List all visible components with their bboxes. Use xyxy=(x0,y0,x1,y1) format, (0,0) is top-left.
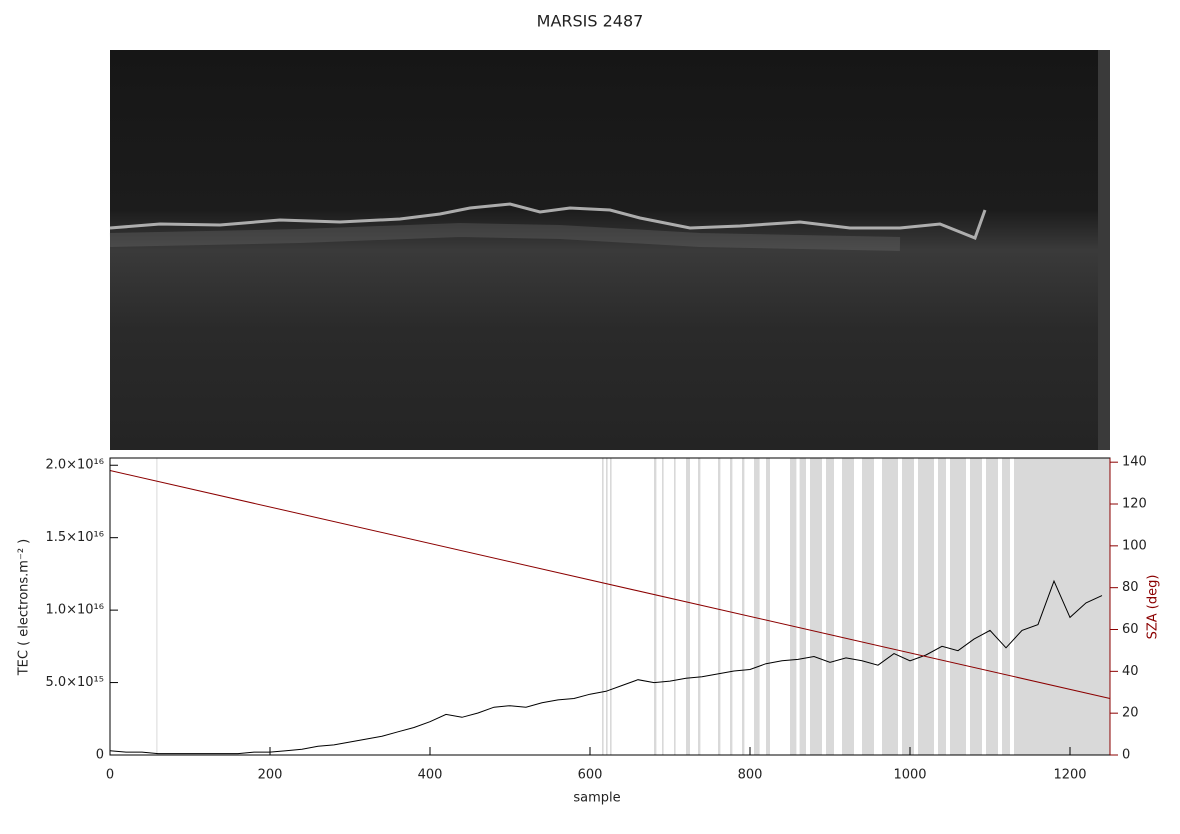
shaded-span xyxy=(686,458,690,755)
shaded-span xyxy=(902,458,914,755)
shaded-span xyxy=(766,458,770,755)
y-axis-label: TEC ( electrons.m⁻² ) xyxy=(17,539,32,677)
shaded-span xyxy=(662,458,664,755)
series-line xyxy=(109,579,1103,755)
radargram-edge xyxy=(1098,50,1110,450)
shaded-span xyxy=(698,458,701,755)
y-tick-label: 0 xyxy=(96,748,104,763)
shaded-span xyxy=(862,458,874,755)
radargram-image xyxy=(110,50,1110,450)
plot-area: 0 200 400 600 800 1000 120005.0×10¹⁵1.0×10¹⁶1.… xyxy=(45,455,1146,783)
y2-axis-label: SZA (deg) xyxy=(1146,575,1161,640)
series-line xyxy=(109,470,1111,699)
shaded-span xyxy=(754,458,760,755)
shaded-span xyxy=(674,458,676,755)
y2-tick-label: 60 xyxy=(1122,622,1139,637)
x-tick-label: 400 xyxy=(418,768,443,783)
shaded-span xyxy=(730,458,733,755)
shaded-span xyxy=(718,458,721,755)
shaded-span xyxy=(742,458,745,755)
y2-tick-label: 0 xyxy=(1122,748,1130,763)
x-tick-label: 0 xyxy=(106,768,114,783)
surface-echo xyxy=(109,202,987,240)
shaded-span xyxy=(1002,458,1010,755)
shaded-span xyxy=(1014,458,1110,755)
shaded-span xyxy=(156,458,158,755)
subsurface-glow xyxy=(109,222,901,251)
shaded-span xyxy=(610,458,612,755)
y2-tick-label: 100 xyxy=(1122,538,1147,553)
y-tick-label: 1.5×10¹⁶ xyxy=(45,530,104,545)
shaded-span xyxy=(918,458,934,755)
shaded-span xyxy=(654,458,657,755)
shaded-span xyxy=(790,458,797,755)
chart-title: MARSIS 2487 xyxy=(537,12,644,31)
x-tick-label: 1000 xyxy=(893,768,926,783)
x-axis-label: sample xyxy=(573,791,620,806)
y-tick-label: 1.0×10¹⁶ xyxy=(45,603,104,618)
y-tick-label: 2.0×10¹⁶ xyxy=(45,458,104,473)
y2-tick-label: 40 xyxy=(1122,664,1139,679)
x-tick-label: 600 xyxy=(578,768,603,783)
shaded-span xyxy=(602,458,604,755)
x-tick-label: 200 xyxy=(258,768,283,783)
shaded-span xyxy=(799,458,806,755)
x-tick-label: 800 xyxy=(738,768,763,783)
shaded-span xyxy=(606,458,608,755)
shaded-span xyxy=(970,458,982,755)
shaded-span xyxy=(826,458,834,755)
shaded-span xyxy=(882,458,898,755)
shaded-span xyxy=(950,458,966,755)
y2-tick-label: 20 xyxy=(1122,706,1139,721)
shaded-span xyxy=(842,458,854,755)
shaded-span xyxy=(810,458,822,755)
y2-tick-label: 120 xyxy=(1122,497,1147,512)
y-tick-label: 5.0×10¹⁵ xyxy=(45,675,104,690)
x-tick-label: 1200 xyxy=(1053,768,1086,783)
y2-tick-label: 140 xyxy=(1122,455,1147,470)
radargram xyxy=(109,50,1110,450)
y2-tick-label: 80 xyxy=(1122,580,1139,595)
shaded-span xyxy=(938,458,946,755)
shaded-span xyxy=(986,458,998,755)
